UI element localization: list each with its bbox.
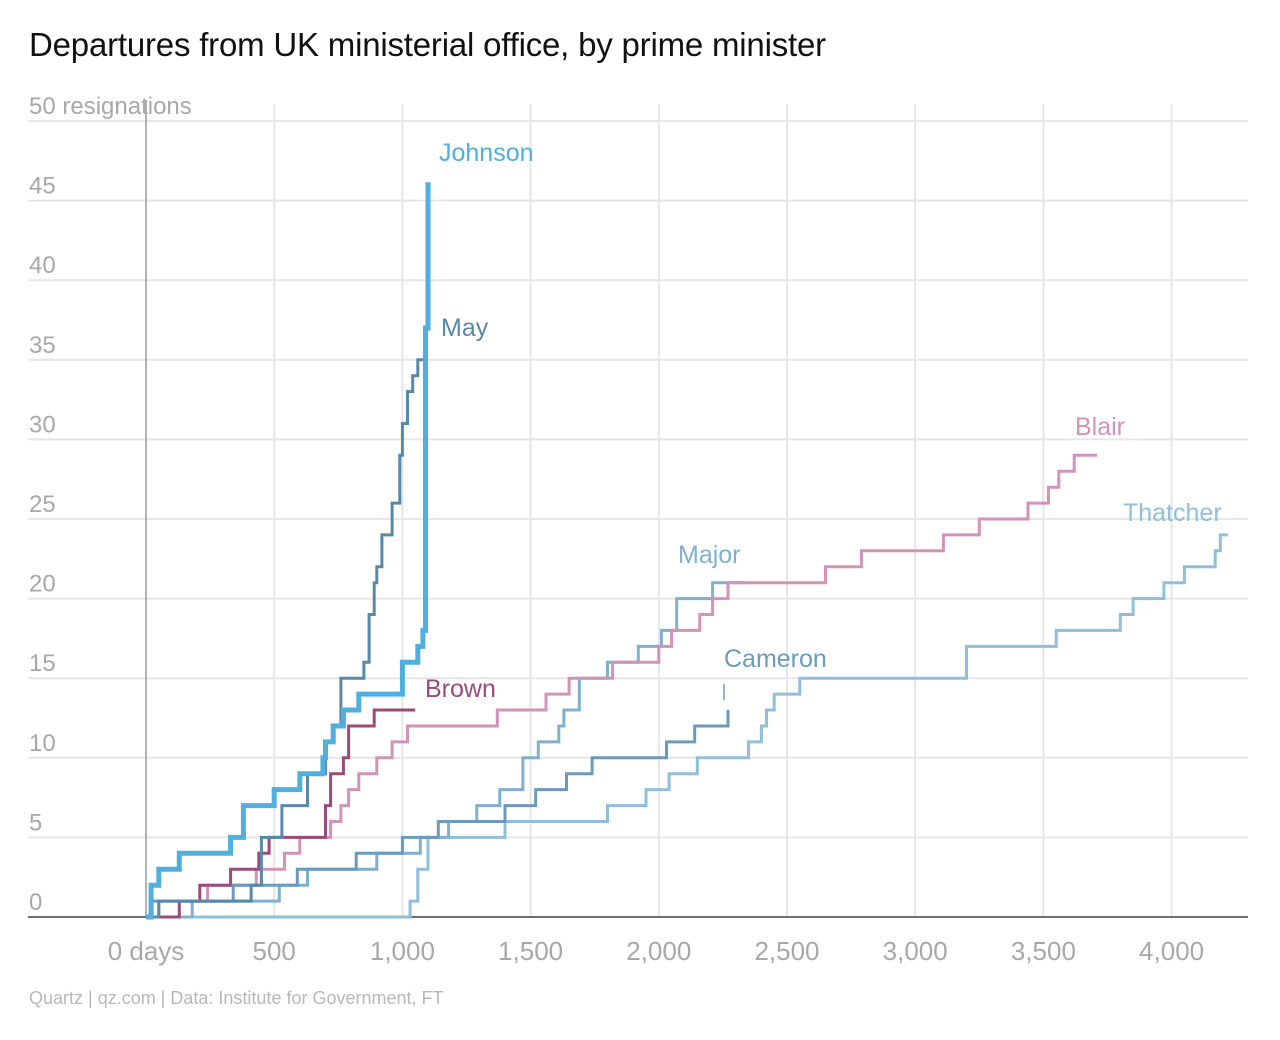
x-tick-label: 1,500	[498, 936, 563, 966]
x-tick-label: 3,000	[883, 936, 948, 966]
series-line-cameron	[146, 710, 730, 919]
series-label-thatcher: Thatcher	[1123, 499, 1222, 527]
y-tick-label: 5	[29, 809, 42, 836]
x-tick-label: 3,500	[1011, 936, 1076, 966]
y-tick-label: 35	[29, 332, 56, 359]
series-lines	[146, 182, 1228, 920]
series-line-may	[146, 342, 428, 919]
series-label-johnson: Johnson	[439, 139, 534, 167]
x-tick-label: 500	[253, 936, 296, 966]
series-label-major: Major	[678, 541, 741, 569]
x-tick-label: 0 days	[108, 936, 185, 966]
x-tick-label: 2,500	[754, 936, 819, 966]
series-line-thatcher	[146, 533, 1228, 919]
series-label-brown: Brown	[425, 675, 496, 703]
y-tick-label: 0	[29, 889, 42, 916]
x-tick-label: 2,000	[626, 936, 691, 966]
series-labels: Johnson May Brown Cameron Major Blair Thatcher	[425, 139, 1222, 703]
x-tick-label: 1,000	[370, 936, 435, 966]
axes	[28, 100, 1248, 918]
series-label-may: May	[441, 314, 489, 342]
series-line-johnson	[146, 182, 431, 920]
series-line-blair	[146, 453, 1098, 919]
y-tick-label: 45	[29, 173, 56, 200]
y-tick-label: 30	[29, 411, 56, 438]
chart-title: Departures from UK ministerial office, b…	[29, 26, 826, 63]
y-tick-label: 40	[29, 252, 56, 279]
gridlines	[28, 104, 1248, 917]
y-tick-label: 10	[29, 730, 56, 757]
series-line-brown	[146, 708, 416, 919]
y-tick-label: 50 resignations	[29, 93, 192, 120]
series-label-cameron: Cameron	[724, 645, 827, 673]
y-tick-label: 15	[29, 650, 56, 677]
x-tick-label: 4,000	[1139, 936, 1204, 966]
line-chart: 0 5 10 15 20 25 30 35 40 45 50 resignations 0 days 5…	[28, 93, 1248, 966]
tick-labels: 0 5 10 15 20 25 30 35 40 45 50 resignations 0 days 5…	[29, 93, 1204, 966]
source-footer: Quartz | qz.com | Data: Institute for Go…	[29, 988, 444, 1008]
y-tick-label: 20	[29, 571, 56, 598]
y-tick-label: 25	[29, 491, 56, 518]
series-label-blair: Blair	[1075, 413, 1125, 441]
